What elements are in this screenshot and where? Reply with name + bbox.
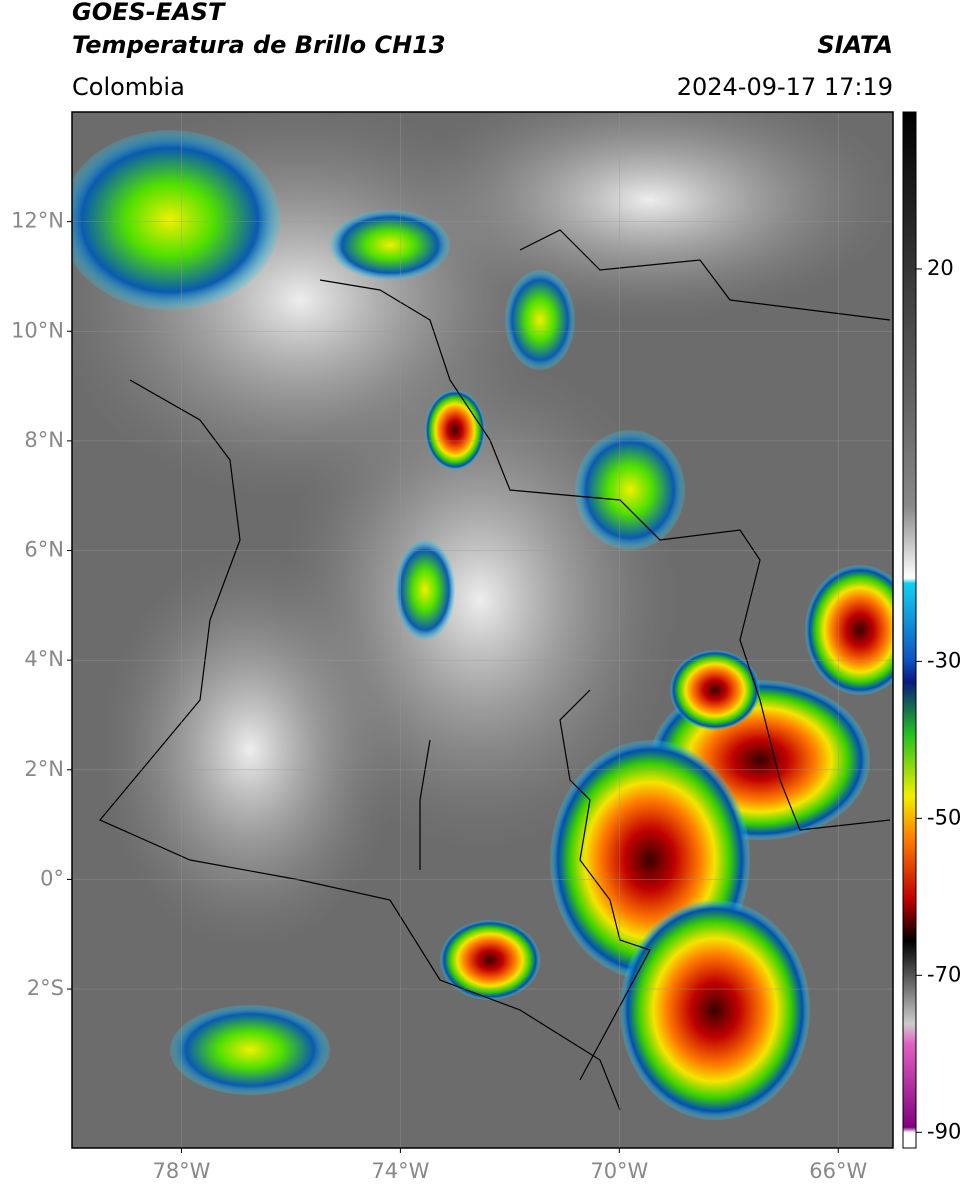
x-tick-label: 74°W xyxy=(371,1159,429,1183)
colorbar-tick-label: -50 xyxy=(927,805,961,829)
grid xyxy=(72,112,893,1148)
region: Colombia xyxy=(72,73,185,101)
y-tick-label: 12°N xyxy=(11,209,64,233)
colorbar-tick-label: -70 xyxy=(927,962,961,986)
convection xyxy=(575,430,685,550)
x-tick-label: 78°W xyxy=(152,1159,210,1183)
datetime: 2024-09-17 17:19 xyxy=(677,73,893,101)
y-tick-label: 6°N xyxy=(24,538,64,562)
convection xyxy=(670,650,760,730)
convection xyxy=(330,210,450,280)
colorbar-tick-label: -90 xyxy=(927,1119,961,1143)
cloud xyxy=(100,550,400,950)
colorbar xyxy=(902,111,917,1149)
title: GOES-EAST xyxy=(72,0,226,26)
x-tick-label: 66°W xyxy=(809,1159,867,1183)
y-tick-label: 2°S xyxy=(27,976,64,1000)
x-tick-label: 70°W xyxy=(590,1159,648,1183)
colorbar-tick-label: 20 xyxy=(927,256,954,280)
convection xyxy=(170,1005,330,1095)
borders xyxy=(99,229,891,1111)
y-tick-label: 8°N xyxy=(24,428,64,452)
y-tick-label: 0° xyxy=(40,866,64,890)
convection xyxy=(805,565,893,695)
y-tick-label: 4°N xyxy=(24,647,64,671)
convection xyxy=(505,270,575,370)
map-frame xyxy=(71,111,894,1149)
convection xyxy=(72,130,280,310)
source: SIATA xyxy=(817,31,893,59)
convection xyxy=(425,390,485,470)
colorbar-tick-label: -30 xyxy=(927,648,961,672)
convection xyxy=(395,540,455,640)
subtitle: Temperatura de Brillo CH13 xyxy=(72,31,446,59)
convection xyxy=(620,900,810,1120)
satellite-image xyxy=(72,112,893,1148)
y-tick-label: 10°N xyxy=(11,318,64,342)
convection xyxy=(440,920,540,1000)
cloud xyxy=(400,112,893,320)
y-tick-label: 2°N xyxy=(24,757,64,781)
